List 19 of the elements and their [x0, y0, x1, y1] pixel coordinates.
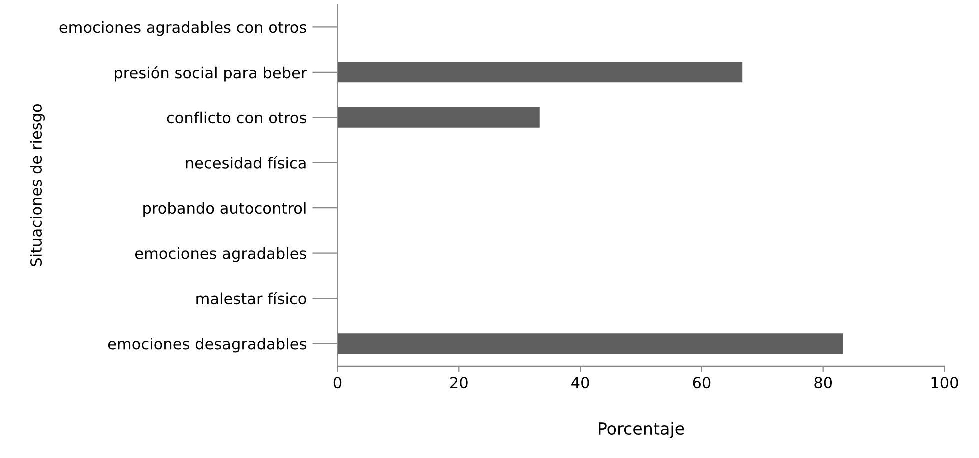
- x-tick-label: 40: [572, 377, 590, 389]
- y-tick-label: probando autocontrol: [144, 202, 306, 218]
- x-tick-label: 100: [932, 377, 958, 389]
- bar: [338, 334, 844, 354]
- x-tick-label: 0: [334, 377, 342, 389]
- y-tick-label: emociones desagradables: [108, 338, 306, 353]
- x-tick-label: 60: [693, 377, 711, 389]
- bar: [338, 107, 540, 128]
- x-tick-label: 20: [450, 377, 468, 389]
- bar: [338, 62, 743, 83]
- y-axis-title: Situaciones de riesgo: [30, 104, 45, 266]
- y-tick-label: malestar físico: [196, 292, 306, 305]
- y-tick-label: emociones agradables: [135, 248, 306, 262]
- y-tick-label: necesidad física: [186, 156, 306, 169]
- y-tick-label: conflicto con otros: [167, 112, 306, 124]
- y-tick-label: emociones agradables con otros: [60, 21, 306, 36]
- x-axis-title: Porcentaje: [599, 422, 684, 438]
- y-tick-label: presión social para beber: [115, 66, 308, 82]
- x-tick-label: 80: [814, 377, 832, 389]
